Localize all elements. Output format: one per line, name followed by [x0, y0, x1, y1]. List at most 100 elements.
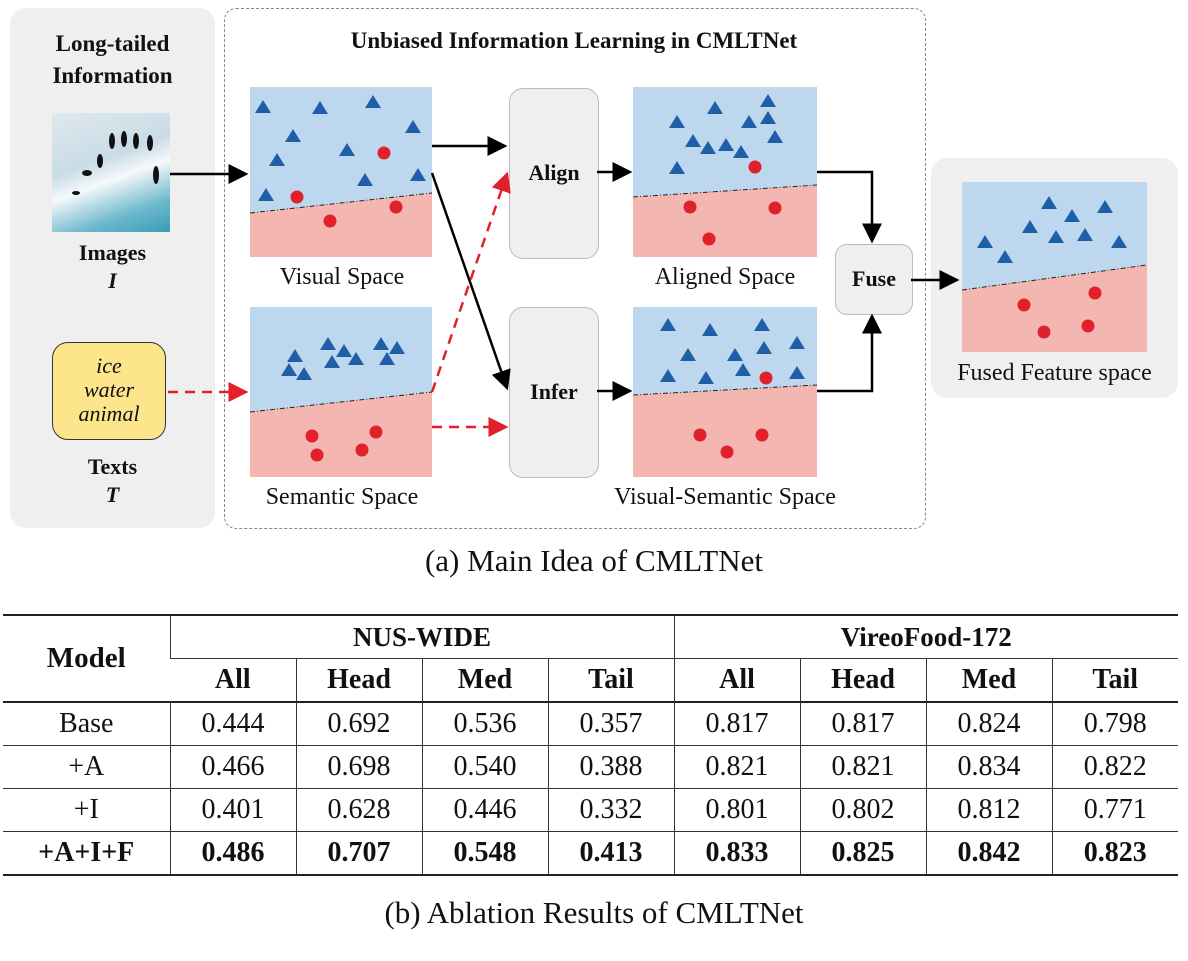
group-header: NUS-WIDE [169, 615, 674, 659]
subheader-head: Head [799, 658, 926, 702]
triangle-point [700, 141, 716, 154]
long-tailed-panel [10, 8, 215, 528]
penguin-image [52, 113, 170, 232]
circle-point [377, 146, 391, 160]
subheader-med: Med [421, 658, 548, 702]
triangle-point [977, 235, 993, 248]
circle-point [748, 160, 762, 174]
value-cell: 0.444 [169, 702, 296, 746]
value-cell: 0.817 [799, 702, 926, 746]
triangle-point [373, 337, 389, 350]
subheader-all: All [214, 664, 251, 695]
semantic-space-label: Semantic Space [265, 484, 419, 510]
circle-point [1017, 298, 1031, 312]
triangle-point [735, 363, 751, 376]
model-header: Model [46, 642, 126, 674]
cmltnet-dashed-box [224, 8, 926, 529]
model-cell: +I [73, 794, 99, 825]
circle-point [310, 448, 324, 462]
triangle-point [365, 95, 381, 108]
subheader-all: All [673, 658, 800, 702]
value-cell: 0.698 [295, 745, 422, 789]
red-dashed-arrows [168, 171, 511, 437]
circle-point [305, 429, 319, 443]
circle-point [720, 445, 734, 459]
fuse-label: Fuse [852, 266, 896, 291]
semantic-space-plot [249, 307, 433, 477]
value-cell: 0.834 [925, 745, 1052, 789]
table-row: +A+I+F 0.486 0.707 0.548 0.413 0.833 0.825 0.84… [3, 831, 1178, 875]
circle-point [683, 200, 697, 214]
main-title: Unbiased Information Learning in CMLTNet [350, 28, 798, 53]
triangle-point [269, 153, 285, 166]
triangle-point [1097, 200, 1113, 213]
triangle-point [685, 134, 701, 147]
long-tailed-title: Long-tailed Information [52, 31, 173, 88]
diagram-graphics [168, 87, 1148, 477]
visual-space-plot [249, 87, 433, 257]
triangle-point [339, 143, 355, 156]
infer-label: Infer [530, 379, 578, 404]
circle-point [1081, 319, 1095, 333]
triangle-point [789, 336, 805, 349]
visual-space-label: Visual Space [279, 264, 405, 290]
triangle-point [281, 363, 297, 376]
value-cell: 0.821 [799, 745, 926, 789]
align-module [509, 88, 599, 259]
table-row: +A 0.466 0.698 0.540 0.388 0.821 0.821 0.834 0.8… [3, 745, 1178, 789]
triangle-point [760, 111, 776, 124]
value-cell: 0.466 [169, 745, 296, 789]
value-cell: 0.413 [547, 831, 674, 875]
value-cell: 0.812 [925, 788, 1052, 832]
triangle-point [1077, 228, 1093, 241]
circle-point [389, 200, 403, 214]
aligned-space-plot [632, 87, 818, 257]
triangle-point [767, 130, 783, 143]
triangle-point [379, 352, 395, 365]
black-arrows [170, 136, 960, 401]
subheader-tail: Tail [547, 658, 674, 702]
table-row: Base 0.444 0.692 0.536 0.357 0.817 0.817 0.824 0… [3, 702, 1178, 746]
triangle-point [707, 101, 723, 114]
text-tag: water [83, 377, 135, 402]
model-cell: +A+I+F [38, 837, 135, 868]
aligned-space-label: Aligned Space [654, 264, 796, 290]
triangle-point [760, 94, 776, 107]
subheader-head: Head [295, 658, 422, 702]
fused-space-label: Fused Feature space [957, 360, 1152, 386]
triangle-point [733, 145, 749, 158]
value-cell: 0.536 [421, 702, 548, 746]
triangle-point [255, 100, 271, 113]
text-tag: ice [96, 353, 122, 378]
value-cell: 0.821 [673, 745, 800, 789]
value-cell: 0.446 [421, 788, 548, 832]
value-cell: 0.842 [925, 831, 1052, 875]
triangle-point [296, 367, 312, 380]
value-cell: 0.357 [547, 702, 674, 746]
triangle-point [698, 371, 714, 384]
triangle-point [348, 352, 364, 365]
triangle-point [756, 341, 772, 354]
triangle-point [389, 341, 405, 354]
triangle-point [258, 188, 274, 201]
triangle-point [1022, 220, 1038, 233]
triangle-point [660, 369, 676, 382]
triangle-point [336, 344, 352, 357]
value-cell: 0.817 [673, 702, 800, 746]
value-cell: 0.332 [547, 788, 674, 832]
triangle-point [727, 348, 743, 361]
value-cell: 0.802 [799, 788, 926, 832]
images-label: Images [78, 240, 147, 265]
caption-b: (b) Ablation Results of CMLTNet [384, 895, 804, 930]
circle-point [323, 214, 337, 228]
value-cell: 0.824 [925, 702, 1052, 746]
triangle-point [357, 173, 373, 186]
circle-point [755, 428, 769, 442]
circle-point [693, 428, 707, 442]
aligned-to-fuse-arrow [817, 170, 882, 244]
ablation-table: Model NUS-WIDE VireoFood-172 All Head Med T… [3, 614, 1178, 876]
model-cell: Base [59, 708, 114, 739]
triangle-point [285, 129, 301, 142]
value-cell: 0.628 [295, 788, 422, 832]
